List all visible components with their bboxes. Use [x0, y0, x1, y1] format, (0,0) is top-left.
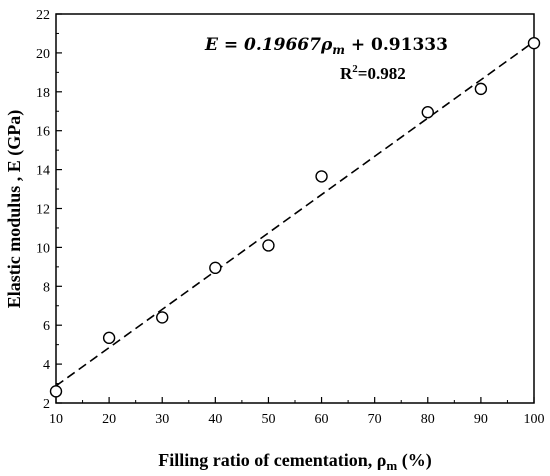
x-tick-label: 100 — [524, 412, 545, 427]
data-point — [474, 82, 488, 96]
x-tick-label: 60 — [315, 412, 329, 427]
x-tick-label: 50 — [261, 412, 275, 427]
data-point — [102, 331, 116, 345]
plot-frame — [55, 13, 535, 404]
equation-rho: ρ — [320, 35, 333, 55]
equation-lhs: E = 0.19667 — [204, 35, 321, 55]
r2-annotation: R2=0.982 — [340, 63, 406, 83]
data-point — [262, 239, 275, 252]
y-axis-ticks — [56, 13, 62, 404]
x-axis-ticks — [55, 397, 535, 403]
y-tick-label: 2 — [43, 397, 50, 412]
x-tick-label: 80 — [421, 412, 435, 427]
x-tick-label: 20 — [102, 412, 116, 427]
x-axis-title-main: Filling ratio of cementation, ρ — [158, 450, 386, 470]
equation-annotation: E = 0.19667ρm + 0.91333 — [204, 35, 448, 57]
r2-value: =0.982 — [358, 64, 406, 83]
data-point — [421, 106, 434, 119]
data-point — [315, 170, 328, 183]
data-points — [49, 36, 541, 398]
data-point — [156, 311, 169, 324]
equation-sub: m — [332, 43, 345, 57]
equation-rhs: + 0.91333 — [345, 35, 448, 55]
y-tick-label: 22 — [36, 8, 50, 23]
y-tick-label: 20 — [36, 47, 50, 62]
x-tick-label: 70 — [368, 412, 382, 427]
data-point — [49, 385, 63, 398]
x-tick-label: 90 — [474, 412, 488, 427]
x-tick-label: 40 — [208, 412, 222, 427]
y-tick-label: 8 — [43, 280, 50, 295]
x-axis-title-sub: m — [386, 458, 397, 473]
y-tick-labels: 2 4 6 8 10 12 14 16 18 20 22 — [36, 8, 50, 412]
y-tick-label: 6 — [43, 319, 50, 334]
y-tick-label: 10 — [36, 241, 50, 256]
y-tick-label: 18 — [36, 86, 50, 101]
y-tick-label: 14 — [36, 164, 50, 179]
y-axis-title: Elastic modulus , E (GPa) — [4, 110, 25, 309]
data-point — [209, 261, 222, 275]
x-axis-title: Filling ratio of cementation, ρm (%) — [158, 450, 431, 473]
data-point — [527, 36, 541, 50]
x-tick-label: 10 — [49, 412, 63, 427]
x-tick-labels: 10 20 30 40 50 60 70 80 90 100 — [49, 412, 545, 427]
x-axis-title-tail: (%) — [397, 450, 432, 471]
fit-line — [55, 40, 535, 387]
x-tick-label: 30 — [155, 412, 169, 427]
y-tick-label: 12 — [36, 203, 50, 218]
y-tick-label: 4 — [43, 358, 50, 373]
r2-label: R — [340, 64, 353, 83]
y-tick-label: 16 — [36, 125, 50, 140]
r2-sup: 2 — [352, 63, 358, 75]
